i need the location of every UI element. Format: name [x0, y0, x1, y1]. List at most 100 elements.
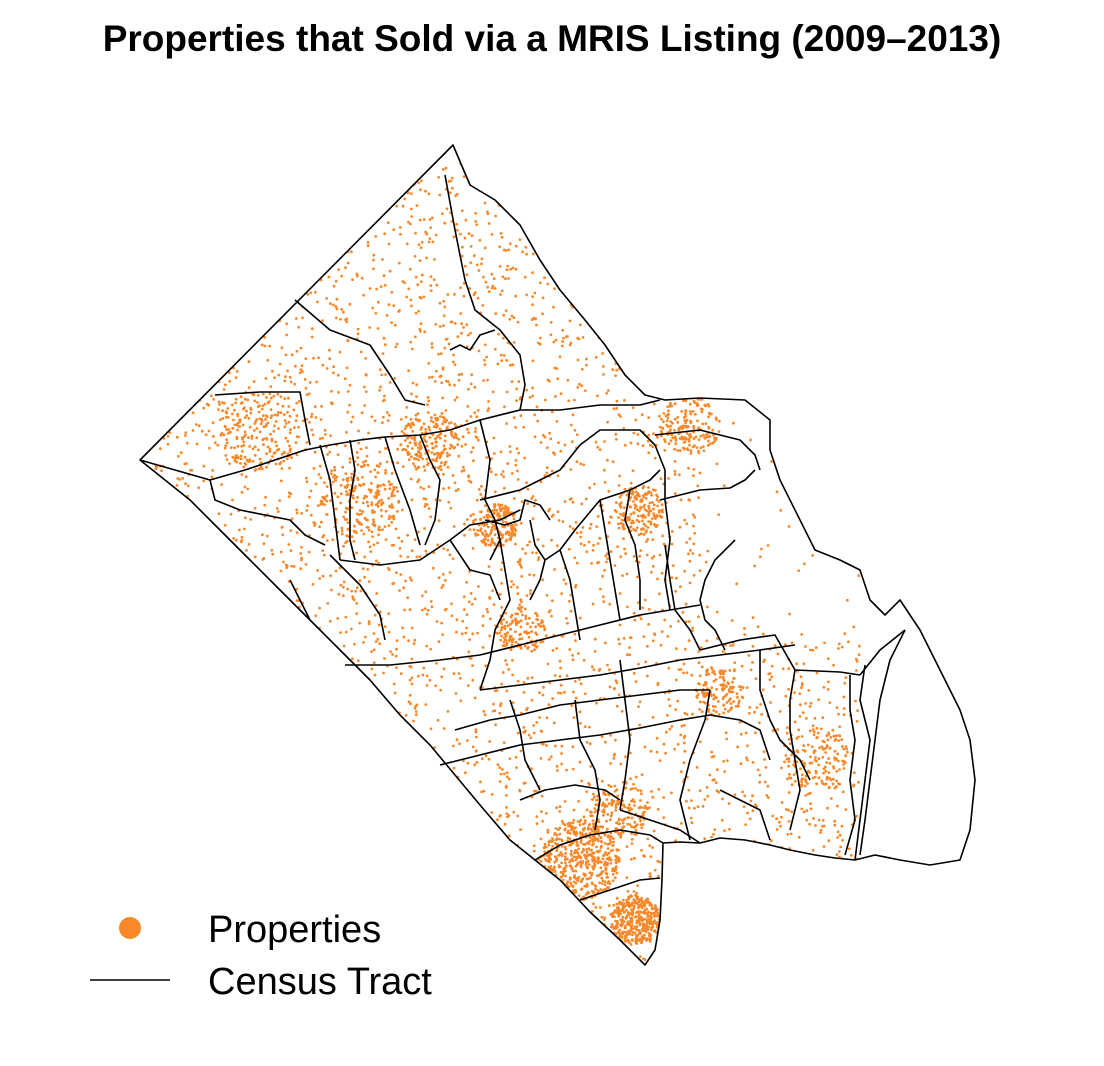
- property-point: [143, 155, 147, 159]
- property-point: [154, 269, 158, 273]
- property-point: [470, 800, 474, 803]
- property-point: [279, 778, 282, 781]
- property-point: [170, 961, 174, 965]
- property-point: [366, 813, 370, 817]
- property-point: [585, 266, 588, 270]
- property-point: [715, 768, 719, 772]
- property-point: [539, 441, 543, 444]
- property-point: [359, 350, 363, 354]
- property-point: [578, 710, 582, 714]
- property-point: [543, 842, 547, 846]
- property-point: [292, 814, 296, 818]
- property-point: [330, 389, 333, 393]
- property-point: [368, 545, 372, 549]
- property-point: [327, 666, 331, 669]
- property-point: [598, 587, 602, 591]
- property-point: [407, 369, 410, 373]
- property-point: [555, 856, 558, 860]
- property-point: [576, 358, 580, 362]
- property-point: [188, 362, 192, 366]
- property-point: [351, 415, 355, 419]
- property-point: [257, 410, 261, 414]
- property-point: [440, 621, 444, 625]
- property-point: [565, 287, 569, 290]
- property-point: [394, 527, 398, 531]
- property-point: [415, 827, 419, 830]
- property-point: [748, 817, 752, 821]
- property-point: [549, 885, 552, 889]
- property-point: [529, 167, 533, 171]
- property-point: [550, 614, 553, 618]
- property-point: [546, 828, 550, 832]
- property-point: [680, 318, 683, 322]
- property-point: [383, 708, 386, 712]
- property-point: [397, 261, 401, 265]
- property-point: [342, 210, 346, 213]
- property-point: [426, 896, 429, 900]
- property-point: [249, 180, 253, 183]
- property-point: [804, 645, 807, 648]
- property-point: [413, 858, 417, 862]
- property-point: [193, 537, 197, 541]
- property-point: [693, 889, 696, 893]
- property-point: [363, 755, 366, 759]
- property-point: [295, 401, 299, 405]
- property-point: [389, 812, 393, 816]
- property-point: [310, 894, 313, 898]
- property-point: [178, 946, 181, 949]
- property-point: [732, 421, 735, 425]
- property-point: [784, 643, 787, 647]
- property-point: [163, 255, 167, 259]
- property-point: [712, 709, 716, 712]
- property-point: [770, 675, 774, 679]
- property-point: [157, 319, 161, 323]
- property-point: [557, 691, 560, 695]
- property-point: [710, 755, 714, 759]
- property-point: [464, 443, 467, 446]
- property-point: [565, 674, 569, 678]
- property-point: [246, 170, 250, 173]
- property-point: [248, 837, 252, 840]
- property-point: [686, 180, 690, 184]
- property-point: [227, 428, 231, 431]
- property-point: [297, 615, 301, 618]
- property-point: [172, 560, 176, 564]
- property-point: [243, 698, 247, 702]
- property-point: [428, 151, 431, 155]
- property-point: [747, 712, 751, 715]
- property-point: [244, 803, 247, 807]
- property-point: [562, 336, 565, 340]
- property-point: [697, 661, 701, 665]
- property-point: [242, 901, 246, 905]
- property-point: [604, 641, 607, 645]
- property-point: [827, 680, 830, 684]
- property-point: [142, 619, 146, 623]
- property-point: [469, 480, 473, 484]
- property-point: [412, 719, 415, 723]
- property-point: [658, 860, 662, 864]
- property-point: [438, 301, 442, 305]
- property-point: [711, 318, 715, 321]
- property-point: [510, 380, 514, 384]
- property-point: [429, 275, 433, 278]
- property-point: [844, 676, 848, 680]
- property-point: [140, 507, 142, 510]
- property-point: [675, 678, 678, 682]
- property-point: [270, 305, 274, 309]
- property-point: [711, 932, 715, 936]
- property-point: [730, 165, 734, 169]
- property-point: [176, 850, 180, 854]
- property-point: [180, 186, 184, 190]
- property-point: [434, 684, 437, 688]
- property-point: [759, 163, 762, 167]
- property-point: [532, 731, 536, 735]
- property-point: [808, 705, 812, 708]
- property-point: [723, 904, 727, 908]
- property-point: [268, 211, 271, 215]
- property-point: [558, 202, 562, 206]
- property-point: [212, 344, 216, 347]
- property-point: [485, 962, 489, 965]
- property-point: [787, 687, 790, 691]
- property-point: [542, 873, 546, 877]
- property-point: [381, 150, 385, 154]
